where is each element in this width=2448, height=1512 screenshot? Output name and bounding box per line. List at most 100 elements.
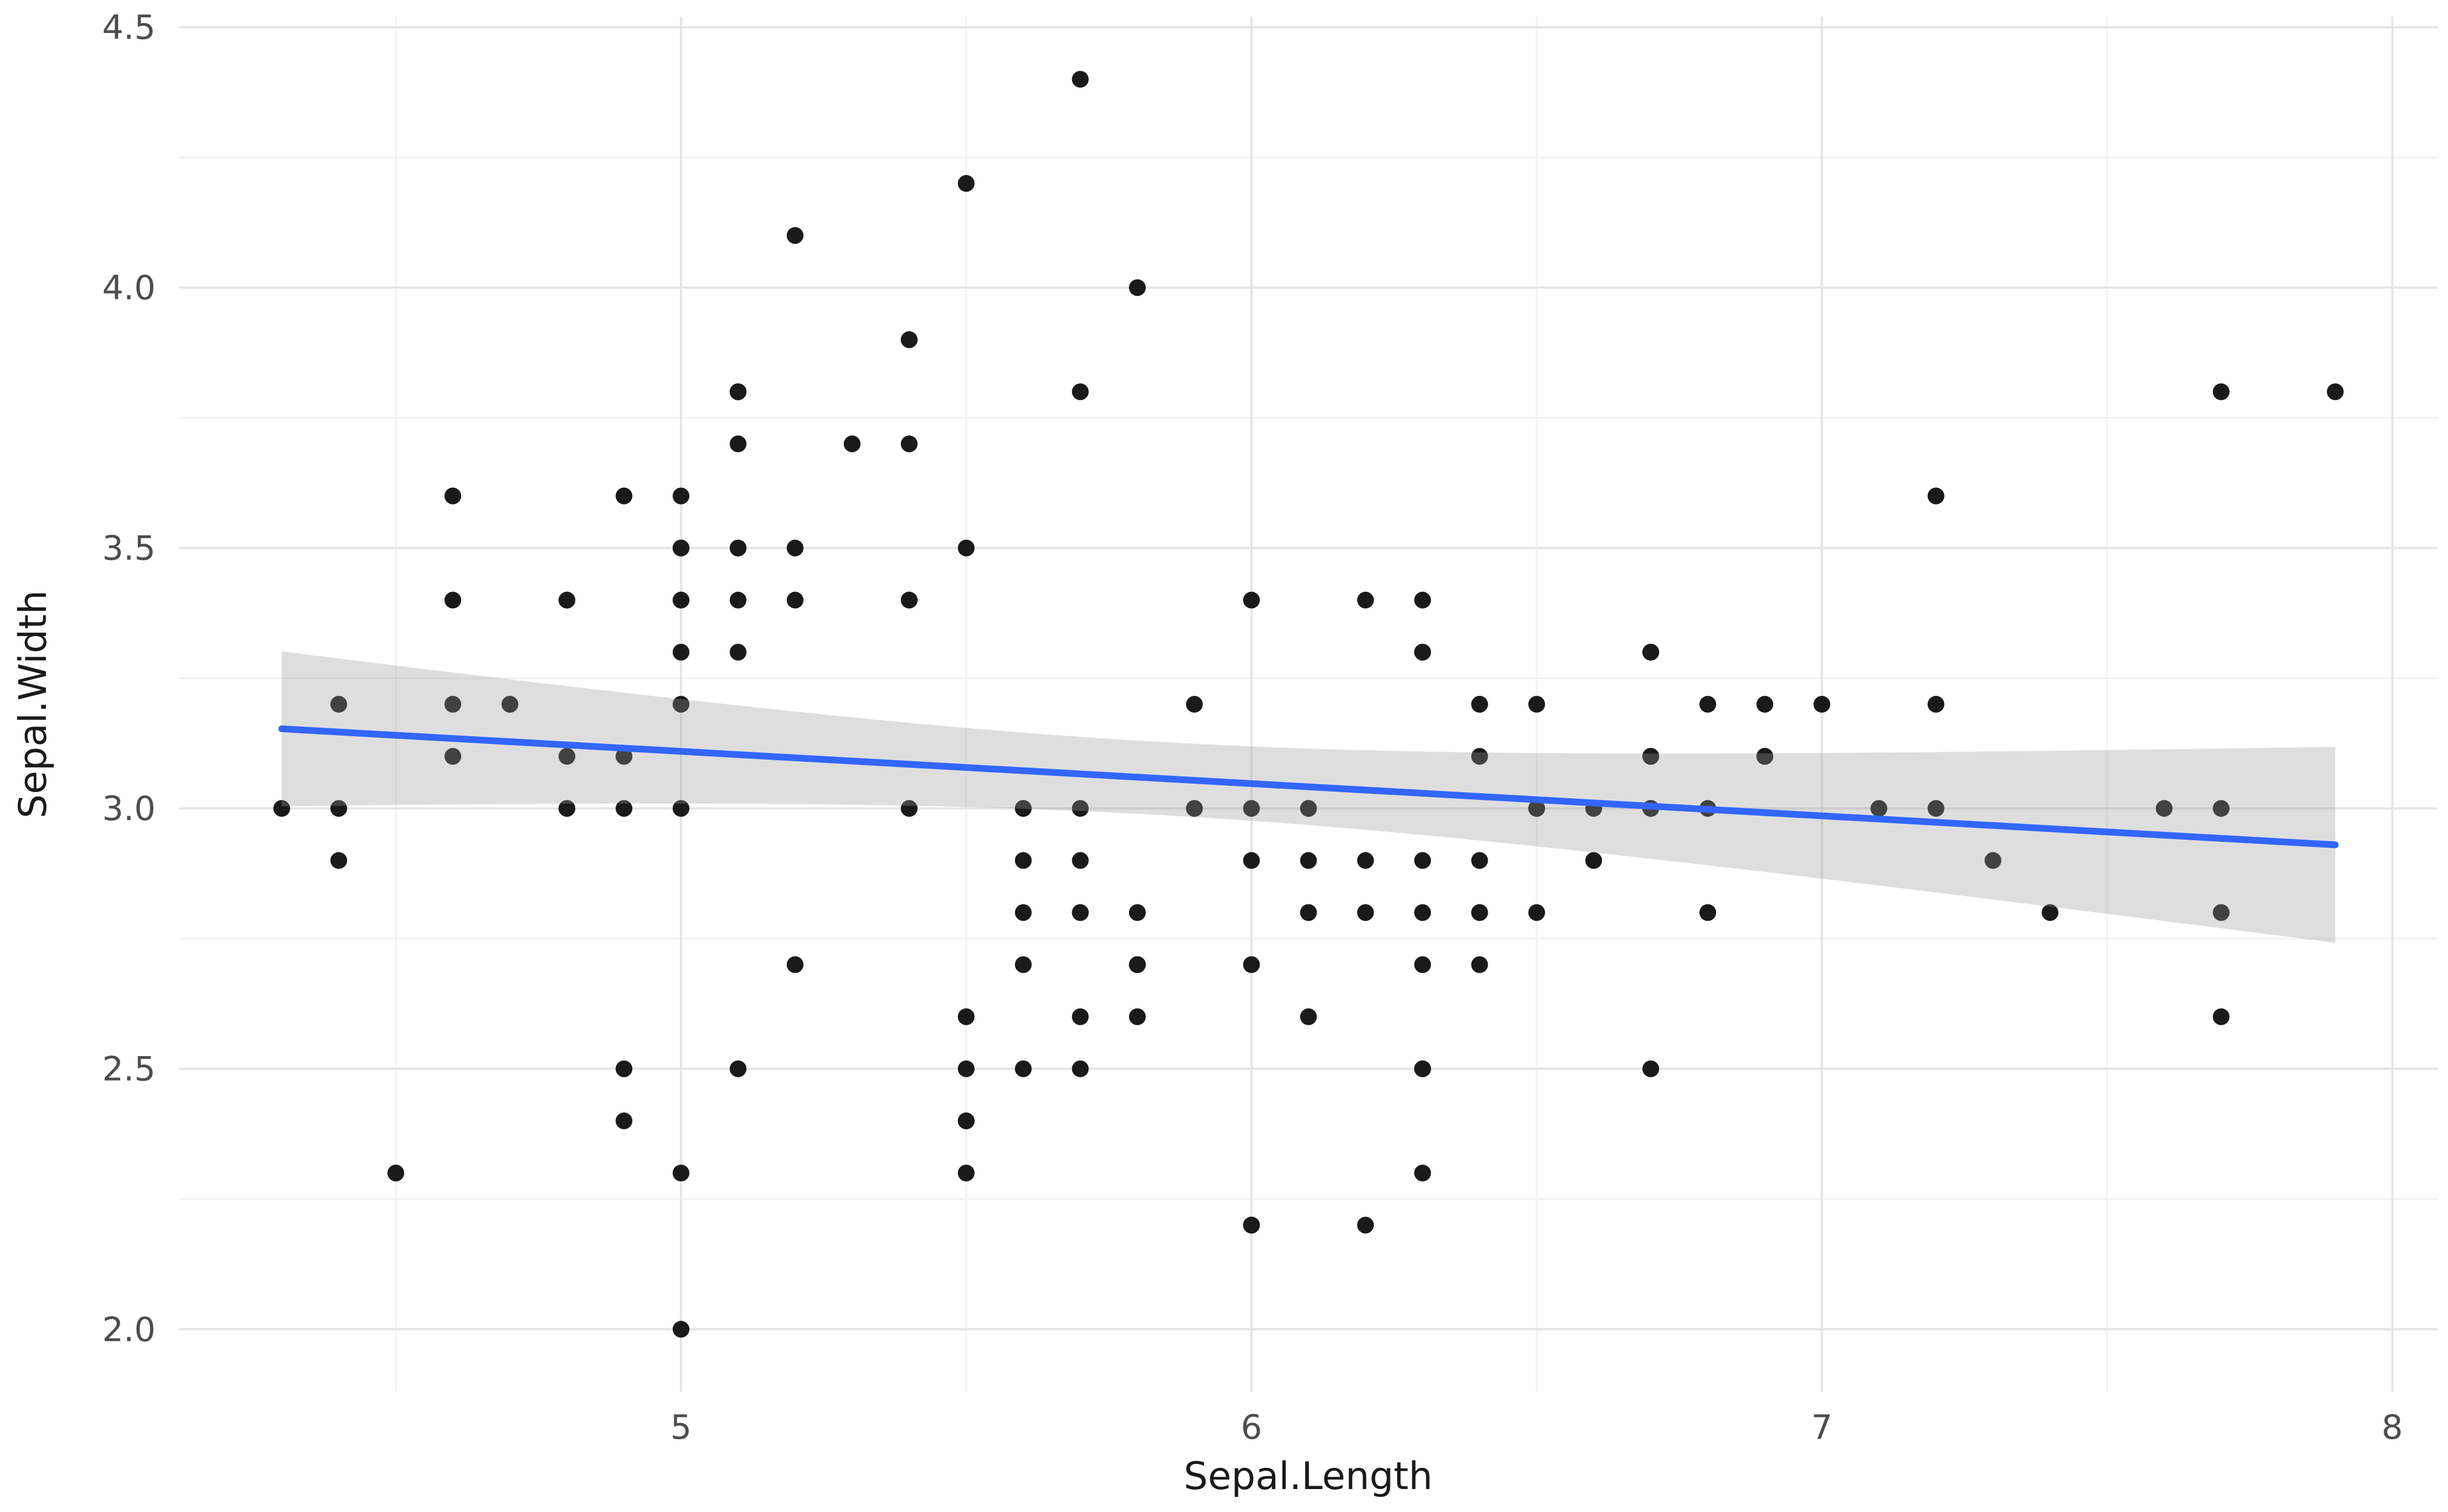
data-point [615, 800, 633, 817]
data-point [900, 331, 918, 348]
y-tick-label: 2.0 [102, 1310, 156, 1349]
data-point [1129, 279, 1146, 296]
data-point [501, 696, 519, 713]
confidence-ribbon [281, 651, 2336, 943]
data-point [558, 748, 576, 765]
x-axis-title: Sepal.Length [1184, 1454, 1433, 1499]
data-point [957, 1112, 975, 1129]
data-point [730, 435, 747, 453]
data-point [558, 591, 576, 609]
data-point [444, 748, 462, 765]
data-point [1756, 748, 1774, 765]
data-point [1300, 904, 1317, 921]
data-point [673, 1321, 690, 1338]
data-point [2327, 383, 2344, 401]
data-point [1471, 956, 1488, 973]
data-point [273, 800, 290, 817]
data-point [558, 800, 576, 817]
data-point [1186, 696, 1203, 713]
data-point [787, 591, 804, 609]
data-point [330, 800, 347, 817]
y-tick-label: 4.5 [102, 8, 156, 48]
data-point [673, 591, 690, 609]
data-point [1129, 904, 1146, 921]
data-point [957, 175, 975, 192]
data-point [2212, 1008, 2230, 1025]
data-point [1243, 956, 1260, 973]
gridlines [179, 17, 2438, 1392]
data-point [1357, 852, 1374, 869]
data-point [1984, 852, 2001, 869]
data-point [1072, 904, 1089, 921]
data-point [1243, 852, 1260, 869]
data-point [1471, 904, 1488, 921]
data-point [1243, 591, 1260, 609]
data-point [615, 748, 633, 765]
data-point [1300, 1008, 1317, 1025]
data-point [387, 1165, 405, 1181]
data-point [1357, 1217, 1374, 1234]
data-point [730, 539, 747, 557]
data-point [1014, 852, 1032, 869]
data-point [1471, 696, 1488, 713]
data-point [1528, 696, 1545, 713]
data-point [730, 1060, 747, 1077]
data-point [1072, 800, 1089, 817]
data-point [615, 1060, 633, 1077]
regression-smooth [278, 651, 2339, 943]
data-point [1072, 1008, 1089, 1025]
regression-line [278, 725, 2339, 849]
data-point [1357, 904, 1374, 921]
data-point [1414, 904, 1431, 921]
data-point [1072, 383, 1089, 401]
y-tick-label: 3.0 [102, 789, 156, 828]
data-point [330, 696, 347, 713]
data-point [2155, 800, 2173, 817]
data-point [1528, 904, 1545, 921]
x-tick-label: 8 [2381, 1408, 2403, 1447]
data-point [1813, 696, 1830, 713]
data-point [673, 696, 690, 713]
data-point [2212, 800, 2230, 817]
data-point [1186, 800, 1203, 817]
data-point [1585, 852, 1603, 869]
data-point [1243, 800, 1260, 817]
axis-tick-labels: 5 6 7 8 2.0 2.5 3.0 3.5 4.0 4.5 [102, 8, 2403, 1447]
data-point [1471, 852, 1488, 869]
data-point [1414, 1165, 1431, 1181]
data-point [1072, 1060, 1089, 1077]
data-point [1414, 591, 1431, 609]
data-point [1014, 904, 1032, 921]
data-point [1300, 852, 1317, 869]
data-point [1357, 591, 1374, 609]
data-point [1699, 904, 1717, 921]
data-point [673, 487, 690, 505]
data-point [444, 591, 462, 609]
data-point [1414, 956, 1431, 973]
data-point [673, 800, 690, 817]
data-point [615, 1112, 633, 1129]
data-point [787, 956, 804, 973]
data-point [1129, 1008, 1146, 1025]
data-point [1471, 748, 1488, 765]
scatter-points [273, 70, 2344, 1338]
data-point [900, 800, 918, 817]
data-point [957, 1060, 975, 1077]
x-tick-label: 5 [670, 1408, 692, 1447]
data-point [730, 383, 747, 401]
data-point [1300, 800, 1317, 817]
y-tick-label: 3.5 [102, 529, 156, 568]
data-point [843, 435, 861, 453]
data-point [444, 696, 462, 713]
x-tick-label: 7 [1811, 1408, 1833, 1447]
data-point [1927, 487, 1944, 505]
data-point [673, 643, 690, 661]
data-point [1129, 956, 1146, 973]
data-point [957, 1008, 975, 1025]
data-point [2041, 904, 2059, 921]
data-point [1642, 643, 1660, 661]
y-tick-label: 4.0 [102, 269, 156, 308]
data-point [615, 487, 633, 505]
